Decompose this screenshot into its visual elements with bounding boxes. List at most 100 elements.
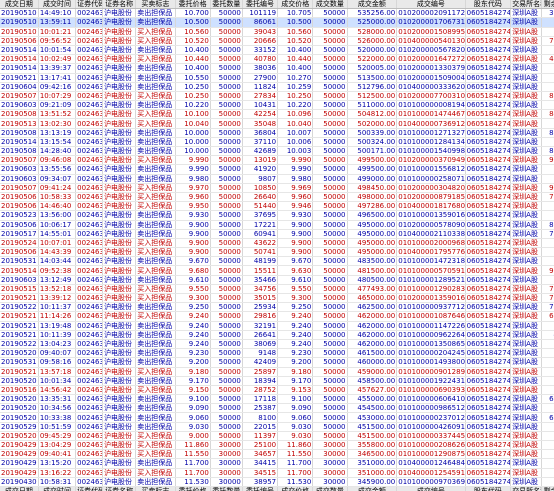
table-row[interactable]: 20190603 09:34:07 002463 沪电股份 卖出担保品 9.980 5000…: [0, 174, 554, 184]
cell-order-qty: 50000: [210, 210, 243, 221]
column-header-time[interactable]: 成交时间: [38, 486, 77, 491]
cell-order-price: 10.000: [175, 146, 211, 157]
table-row[interactable]: 20190430 10:58:31 002463 沪电股份 卖出担保品 11.530 300…: [0, 477, 554, 487]
table-row[interactable]: 20190514 09:52:38 002463 沪电股份 买入担保品 9.680 5000…: [0, 265, 554, 276]
table-row[interactable]: 20190508 13:51:52 002463 沪电股份 买入担保品 10.100 500…: [0, 109, 554, 120]
column-header-order-no[interactable]: 委托编号: [242, 486, 279, 491]
column-header-order-no[interactable]: 委托编号: [242, 0, 279, 10]
table-row[interactable]: 20190524 10:07:01 002463 沪电股份 买入担保品 9.900 5000…: [0, 238, 554, 249]
column-header-order-qty[interactable]: 委托数量: [210, 486, 243, 491]
table-row[interactable]: 20190522 13:04:23 002463 沪电股份 卖出担保品 9.240 5000…: [0, 339, 554, 350]
cell-deal-no: 0101000013508658: [396, 339, 466, 350]
table-row[interactable]: 20190510 14:49:10 002463 沪电股份 卖出担保品 10.700 500…: [0, 8, 554, 19]
table-row[interactable]: 20190506 10:58:33 002463 沪电股份 买入担保品 9.960 5000…: [0, 192, 554, 203]
table-row[interactable]: 20190506 14:43:39 002463 沪电股份 买入担保品 9.900 5000…: [0, 247, 554, 258]
table-row[interactable]: 20190429 13:15:20 002463 沪电股份 卖出担保品 11.700 300…: [0, 458, 554, 469]
table-row[interactable]: 20190603 09:21:09 002463 沪电股份 卖出担保品 10.220 500…: [0, 100, 554, 111]
column-header-holder-code[interactable]: 股东代码: [465, 0, 512, 10]
column-header-remain[interactable]: 剩余: [541, 486, 554, 491]
table-row[interactable]: 20190520 09:40:07 002463 沪电股份 卖出担保品 9.230 5000…: [0, 348, 554, 359]
table-row[interactable]: 20190506 10:06:17 002463 沪电股份 卖出担保品 9.900 5000…: [0, 220, 554, 230]
table-row[interactable]: 20190429 13:04:29 002463 沪电股份 买入担保品 11.860 300…: [0, 440, 554, 451]
table-row[interactable]: 20190520 10:01:34 002463 沪电股份 卖出担保品 9.170 5000…: [0, 376, 554, 386]
table-row[interactable]: 20190506 09:56:52 002463 沪电股份 买入担保品 10.520 500…: [0, 36, 554, 46]
cell-holder-code: 0605184274: [465, 220, 512, 230]
column-header-name[interactable]: 证券名称: [102, 0, 137, 10]
column-header-exchange[interactable]: 交易所名称: [510, 486, 543, 491]
column-header-remain[interactable]: 剩余: [541, 0, 554, 10]
table-row[interactable]: 20190521 13:19:48 002463 沪电股份 卖出担保品 9.240 5000…: [0, 321, 554, 331]
table-row[interactable]: 20190508 13:13:19 002463 沪电股份 卖出担保品 10.000 500…: [0, 128, 554, 138]
cell-deal-price: 10.259: [277, 82, 314, 92]
table-row[interactable]: 20190521 10:11:39 002463 沪电股份 卖出担保品 9.240 5000…: [0, 330, 554, 340]
table-row[interactable]: 20190507 09:41:24 002463 沪电股份 买入担保品 9.970 5000…: [0, 183, 554, 193]
column-header-date[interactable]: 成交日期: [0, 0, 39, 10]
table-row[interactable]: 20190531 09:58:16 002463 沪电股份 卖出担保品 9.200 5000…: [0, 357, 554, 368]
table-row[interactable]: 20190514 10:01:54 002463 沪电股份 卖出担保品 10.400 500…: [0, 45, 554, 56]
column-header-side[interactable]: 买卖标志: [135, 486, 176, 491]
table-row[interactable]: 20190517 14:55:01 002463 沪电股份 卖出担保品 9.900 5000…: [0, 229, 554, 239]
table-row[interactable]: 20190604 09:42:16 002463 沪电股份 卖出担保品 10.250 500…: [0, 82, 554, 92]
table-row[interactable]: 20190515 13:52:18 002463 沪电股份 买入担保品 9.550 5000…: [0, 284, 554, 295]
column-header-code[interactable]: 证券代码: [75, 486, 104, 491]
table-row[interactable]: 20190521 13:57:18 002463 沪电股份 买入担保品 9.180 5000…: [0, 367, 554, 377]
cell-order-price: 10.250: [175, 82, 211, 92]
table-row[interactable]: 20190507 09:46:08 002463 沪电股份 买入担保品 9.990 5000…: [0, 155, 554, 166]
column-header-time[interactable]: 成交时间: [38, 0, 77, 10]
column-header-deal-price[interactable]: 成交价格: [277, 0, 314, 10]
table-row[interactable]: 20190508 14:28:40 002463 沪电股份 卖出担保品 10.000 500…: [0, 146, 554, 157]
table-row[interactable]: 20190510 13:59:11 002463 沪电股份 卖出担保品 10.500 500…: [0, 17, 554, 28]
table-row[interactable]: 20190506 14:46:40 002463 沪电股份 买入担保品 9.950 5000…: [0, 201, 554, 212]
column-header-order-price[interactable]: 委托价格: [175, 0, 211, 10]
column-header-code[interactable]: 证券代码: [75, 0, 104, 10]
table-row[interactable]: 20190429 13:16:22 002463 沪电股份 买入担保品 11.700 300…: [0, 468, 554, 478]
cell-code: 002463: [75, 183, 104, 193]
table-row[interactable]: 20190603 13:55:56 002463 沪电股份 卖出担保品 9.990 5000…: [0, 164, 554, 175]
column-header-deal-no[interactable]: 成交编号: [396, 0, 466, 10]
table-row[interactable]: 20190520 13:35:31 002463 沪电股份 卖出担保品 9.100 5000…: [0, 394, 554, 405]
cell-deal-price: 9.969: [277, 183, 314, 193]
table-row[interactable]: 20190521 11:14:26 002463 沪电股份 买入担保品 9.240 5000…: [0, 311, 554, 322]
table-row[interactable]: 20190520 10:33:38 002463 沪电股份 卖出担保品 9.060 5000…: [0, 412, 554, 423]
cell-exchange: 深圳A股: [510, 468, 543, 478]
table-row[interactable]: 20190514 13:15:54 002463 沪电股份 卖出担保品 10.000 500…: [0, 137, 554, 148]
column-header-order-price[interactable]: 委托价格: [175, 486, 211, 491]
column-header-name[interactable]: 证券名称: [102, 486, 137, 491]
table-row[interactable]: 20190520 09:45:29 002463 沪电股份 买入担保品 9.000 5000…: [0, 431, 554, 442]
table-row[interactable]: 20190523 13:56:00 002463 沪电股份 卖出担保品 9.930 5000…: [0, 210, 554, 221]
column-header-deal-amount[interactable]: 成交金额: [347, 0, 398, 10]
table-row[interactable]: 20190513 13:02:30 002463 沪电股份 买入担保品 10.040 500…: [0, 118, 554, 129]
column-header-deal-no[interactable]: 成交编号: [396, 486, 466, 491]
table-row[interactable]: 20190510 10:01:21 002463 沪电股份 买入担保品 10.560 500…: [0, 27, 554, 37]
table-row[interactable]: 20190507 10:07:29 002463 沪电股份 买入担保品 10.250 500…: [0, 91, 554, 102]
cell-order-no: 17221: [242, 220, 279, 230]
cell-time: 10:07:29: [38, 91, 77, 102]
column-header-deal-amount[interactable]: 成交金额: [347, 486, 398, 491]
table-row[interactable]: 20190529 10:51:59 002463 沪电股份 卖出担保品 9.030 5000…: [0, 422, 554, 432]
column-header-deal-qty[interactable]: 成交数量: [312, 0, 348, 10]
cell-exchange: 深圳A股: [510, 302, 543, 313]
cell-exchange: 深圳A股: [510, 458, 543, 469]
table-row[interactable]: 20190521 13:39:12 002463 沪电股份 买入担保品 9.300 5000…: [0, 293, 554, 304]
table-row[interactable]: 20190603 13:12:49 002463 沪电股份 卖出担保品 9.610 5000…: [0, 275, 554, 285]
column-header-holder-code[interactable]: 股东代码: [465, 486, 512, 491]
column-header-order-qty[interactable]: 委托数量: [210, 0, 243, 10]
table-row[interactable]: 20190514 10:02:49 002463 沪电股份 买入担保品 10.440 500…: [0, 54, 554, 65]
table-row[interactable]: 20190520 10:34:56 002463 沪电股份 卖出担保品 9.090 5000…: [0, 403, 554, 414]
table-row[interactable]: 20190514 13:39:37 002463 沪电股份 卖出担保品 10.400 500…: [0, 63, 554, 74]
column-header-date[interactable]: 成交日期: [0, 486, 39, 491]
column-header-exchange[interactable]: 交易所名称: [510, 0, 543, 10]
cell-holder-code: 0605184274: [465, 128, 512, 138]
table-row[interactable]: 20190521 13:17:41 002463 沪电股份 卖出担保品 10.550 500…: [0, 73, 554, 83]
column-header-side[interactable]: 买卖标志: [135, 0, 176, 10]
table-row[interactable]: 20190429 09:40:41 002463 沪电股份 买入担保品 11.550 300…: [0, 449, 554, 460]
cell-side: 买入担保品: [135, 238, 176, 249]
table-row[interactable]: 20190516 14:56:42 002463 沪电股份 买入担保品 9.150 5000…: [0, 385, 554, 396]
table-row[interactable]: 20190531 14:03:44 002463 沪电股份 卖出担保品 9.670 5000…: [0, 256, 554, 267]
column-header-deal-qty[interactable]: 成交数量: [312, 486, 348, 491]
column-header-deal-price[interactable]: 成交价格: [277, 486, 314, 491]
table-row[interactable]: 20190522 10:11:37 002463 沪电股份 卖出担保品 9.250 5000…: [0, 302, 554, 313]
cell-order-price: 10.040: [175, 118, 211, 129]
cell-order-no: 17118: [242, 394, 279, 405]
